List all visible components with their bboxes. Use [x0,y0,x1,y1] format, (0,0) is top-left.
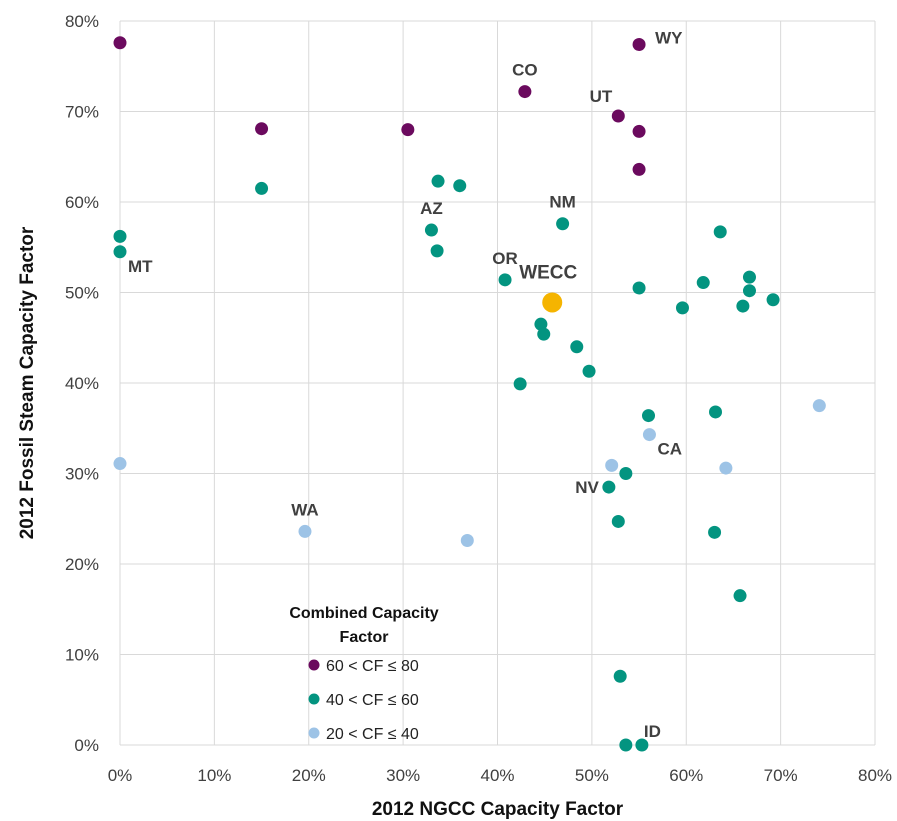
x-tick-label: 40% [480,766,514,785]
data-point [733,589,747,603]
data-point [602,480,616,494]
wecc-label: WECC [519,262,577,283]
data-point [605,458,619,472]
data-point [713,225,727,239]
legend-label: 60 < CF ≤ 80 [326,658,419,675]
data-point [766,293,780,307]
data-point [498,273,512,287]
state-label: WA [291,500,318,519]
y-axis-ticks: 0% 10% 20% 30% 40% 50% 60% 70% 80% [65,12,99,755]
state-label: AZ [420,199,443,218]
data-point [675,301,689,315]
data-point [611,514,625,528]
data-point [424,223,438,237]
y-tick-label: 30% [65,465,99,484]
y-tick-label: 70% [65,103,99,122]
x-tick-label: 50% [575,766,609,785]
data-point [518,85,532,99]
x-tick-label: 70% [764,766,798,785]
state-label: CA [657,440,682,459]
data-point [513,377,527,391]
data-point [298,524,312,538]
data-point [719,461,733,475]
state-label: UT [590,87,613,106]
data-point [611,109,625,123]
data-point [255,122,269,136]
data-points [113,36,826,752]
data-point [632,281,646,295]
state-label: WY [655,29,683,48]
data-point [255,181,269,195]
y-tick-label: 50% [65,284,99,303]
data-point [632,124,646,138]
data-point [642,409,655,423]
x-tick-label: 0% [108,766,133,785]
data-point [401,123,415,137]
data-point [534,317,548,331]
legend-title-line2: Factor [340,629,389,646]
x-tick-label: 20% [292,766,326,785]
data-point [113,457,127,471]
data-point [431,174,445,188]
y-tick-label: 40% [65,374,99,393]
data-point [113,229,127,243]
state-label: ID [644,722,661,741]
y-tick-label: 10% [65,646,99,665]
y-axis-title: 2012 Fossil Steam Capacity Factor [17,226,38,539]
data-point [556,217,570,231]
data-point [742,284,756,298]
data-point [619,738,633,752]
data-point [696,276,710,290]
data-point [613,669,627,683]
y-tick-label: 0% [74,736,99,755]
data-point [113,36,127,50]
x-axis-title: 2012 NGCC Capacity Factor [372,799,624,820]
data-point [632,162,646,176]
legend-label: 20 < CF ≤ 40 [326,726,419,743]
data-point [537,327,551,341]
state-label: NV [575,478,599,497]
legend-marker [308,659,320,671]
state-label: OR [492,249,518,268]
wecc-point [542,292,563,313]
data-point [812,399,826,413]
legend-marker [308,727,320,739]
data-point [736,299,750,313]
state-label: CO [512,61,538,80]
legend-title: Combined Capacity [289,605,438,622]
data-point [460,533,474,547]
data-point [708,525,722,539]
data-point [113,245,127,259]
state-label: MT [128,257,153,276]
data-point [742,270,756,284]
x-tick-label: 60% [669,766,703,785]
data-point [619,467,633,480]
state-label: NM [549,193,575,212]
legend-label: 40 < CF ≤ 60 [326,692,419,709]
x-tick-label: 30% [386,766,420,785]
data-point [709,405,723,419]
gridlines [119,20,876,746]
x-axis-ticks: 0% 10% 20% 30% 40% 50% 60% 70% 80% [108,766,892,785]
data-point [642,428,656,442]
y-tick-label: 80% [65,12,99,31]
y-tick-label: 20% [65,555,99,574]
legend: Combined Capacity Factor 60 < CF ≤ 80 40 < … [289,605,438,743]
y-tick-label: 60% [65,193,99,212]
x-tick-label: 10% [197,766,231,785]
data-point [635,738,649,752]
data-point [453,179,467,193]
data-point [582,364,596,378]
legend-marker [308,693,320,705]
x-tick-label: 80% [858,766,892,785]
data-point [570,340,584,354]
point-labels: WY CO UT AZ NM MT OR CA NV WA ID [128,29,683,741]
data-point [632,38,646,52]
data-point [430,244,444,258]
